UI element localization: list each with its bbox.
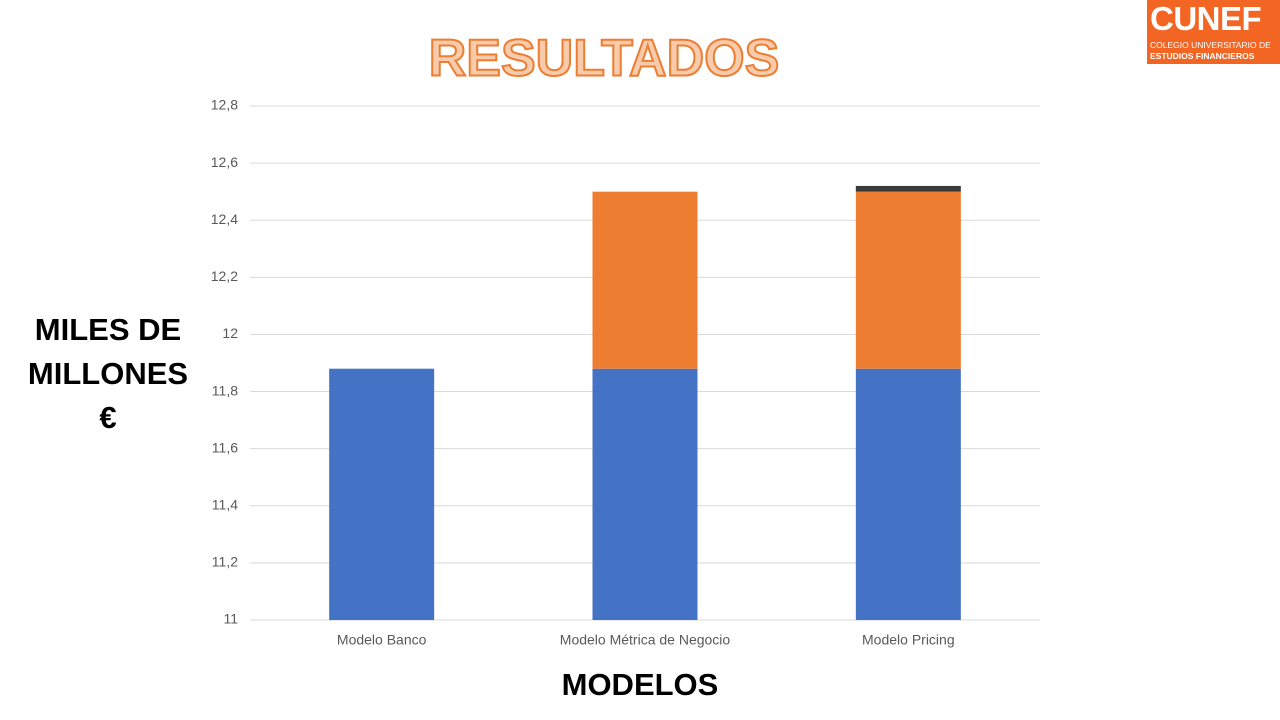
x-axis-label: MODELOS — [562, 667, 719, 702]
x-tick-label: Modelo Banco — [337, 632, 427, 648]
logo: CUNEF COLEGIO UNIVERSITARIO DE ESTUDIOS … — [1147, 0, 1280, 64]
chart-title: RESULTADOS — [429, 30, 780, 88]
y-tick-label: 11,6 — [212, 439, 238, 455]
bar-segment — [855, 191, 961, 369]
logo-line: ESTUDIOS FINANCIEROS — [1150, 51, 1255, 61]
bar-segment — [855, 368, 961, 620]
y-tick-label: 12,4 — [211, 211, 238, 227]
x-tick-label: Modelo Métrica de Negocio — [560, 632, 731, 648]
bar-segment — [592, 368, 698, 620]
y-axis-label: MILES DE MILLONES € — [27, 312, 189, 435]
y-tick-label: 11,2 — [212, 554, 238, 570]
y-tick-label: 12,6 — [211, 154, 238, 170]
bar-segment — [855, 185, 961, 192]
y-tick-label: 11,4 — [212, 496, 238, 512]
y-tick-label: 11 — [223, 611, 238, 627]
logo-name: CUNEF — [1150, 0, 1262, 37]
bar-segment — [592, 191, 698, 369]
y-tick-label: 12,2 — [211, 268, 238, 284]
y-tick-label: 12,8 — [211, 97, 238, 113]
bar-segment — [329, 368, 435, 620]
y-tick-label: 11,8 — [212, 382, 238, 398]
x-tick-label: Modelo Pricing — [862, 632, 955, 648]
y-tick-label: 12 — [222, 325, 238, 341]
logo-line: COLEGIO UNIVERSITARIO DE — [1150, 40, 1271, 50]
